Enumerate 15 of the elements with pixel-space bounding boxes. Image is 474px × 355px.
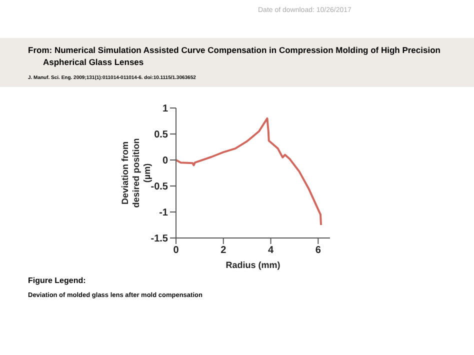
- chart-title: From: Numerical Simulation Assisted Curve Compensation in Compression Molding of High Precision Aspherical Glass Lenses: [28, 44, 442, 68]
- text: Figure Legend:: [28, 276, 86, 285]
- x-tick-label: 2: [220, 245, 227, 256]
- y-tick-label: 0.5: [154, 130, 168, 141]
- x-tick-label: 0: [173, 245, 180, 256]
- x-tick-label: 6: [315, 245, 322, 256]
- y-tick-label: -1.5: [150, 234, 168, 245]
- y-tick-label: 1: [162, 104, 168, 115]
- line-series: [176, 117, 322, 226]
- y-axis-title: Deviation from desired position (µm): [120, 138, 152, 208]
- x-axis-title: Radius (mm): [226, 260, 280, 270]
- y-tick-label: -0.5: [150, 182, 168, 193]
- y-tick-label: 0: [162, 156, 168, 167]
- x-tick-label: 4: [268, 245, 274, 256]
- y-tick-label: -1: [159, 208, 168, 219]
